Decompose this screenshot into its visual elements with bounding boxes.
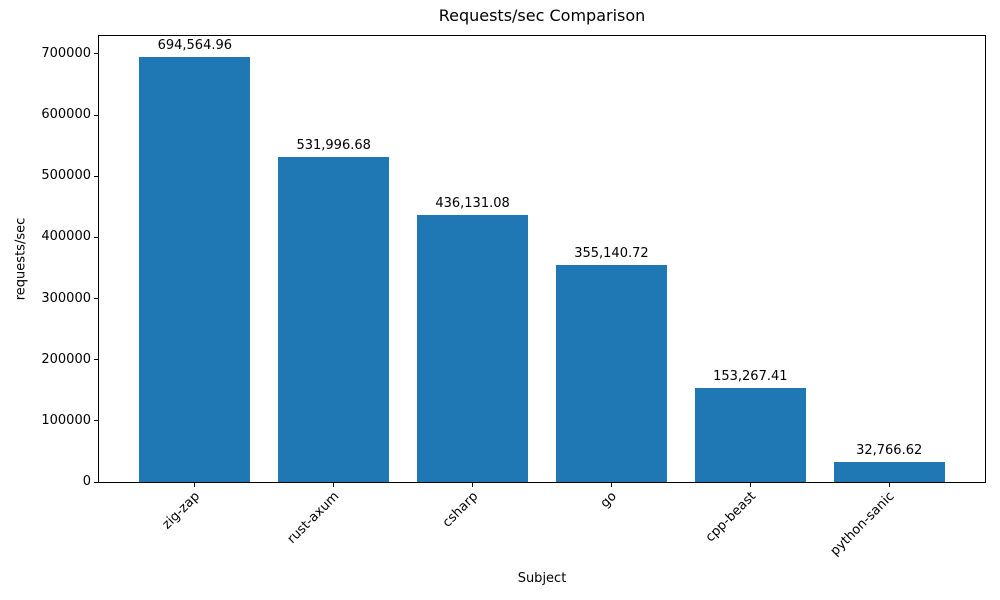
bar <box>417 215 529 482</box>
y-tick-label: 700000 <box>41 45 91 61</box>
x-tick-mark <box>888 483 890 487</box>
bar <box>694 388 806 482</box>
x-tick-label: go <box>597 489 621 512</box>
bar-value-label: 32,766.62 <box>856 442 923 458</box>
bar-value-label: 153,267.41 <box>713 369 788 385</box>
bar-value-label: 531,996.68 <box>296 137 371 153</box>
y-tick-mark <box>94 236 98 238</box>
bar <box>139 57 251 482</box>
y-axis-label: requests/sec <box>13 217 29 301</box>
x-tick-label: rust-axum <box>284 489 343 547</box>
x-tick-label: cpp-beast <box>702 489 759 546</box>
y-tick-label: 200000 <box>41 351 91 367</box>
x-tick-mark <box>610 483 612 487</box>
y-tick-label: 500000 <box>41 168 91 184</box>
x-tick-mark <box>749 483 751 487</box>
x-tick-mark <box>194 483 196 487</box>
y-tick-label: 100000 <box>41 412 91 428</box>
y-tick-mark <box>94 359 98 361</box>
y-tick-label: 300000 <box>41 290 91 306</box>
bar <box>278 156 390 482</box>
plot-area: zig-zap rust-axum csharp go cpp-beast python-… <box>41 35 986 559</box>
y-tick-mark <box>94 298 98 300</box>
y-tick-mark <box>94 481 98 483</box>
bar-value-label: 355,140.72 <box>574 245 649 261</box>
y-tick-label: 0 <box>82 474 91 489</box>
y-tick-label: 400000 <box>41 229 91 245</box>
y-tick-mark <box>94 175 98 177</box>
x-tick-label: csharp <box>439 489 482 531</box>
y-tick-mark <box>94 420 98 422</box>
bar <box>555 264 667 482</box>
x-tick-label: zig-zap <box>160 489 204 533</box>
bar-value-label: 436,131.08 <box>435 196 510 212</box>
x-tick-mark <box>472 483 474 487</box>
chart-title: Requests/sec Comparison <box>438 6 646 25</box>
x-axis-label: Subject <box>517 571 567 586</box>
x-tick-mark <box>333 483 335 487</box>
y-tick-label: 600000 <box>41 107 91 123</box>
bar-value-label: 694,564.96 <box>157 38 233 54</box>
y-tick-mark <box>94 53 98 55</box>
x-tick-label: python-sanic <box>827 489 898 559</box>
bar <box>833 461 945 482</box>
y-tick-mark <box>94 114 98 116</box>
